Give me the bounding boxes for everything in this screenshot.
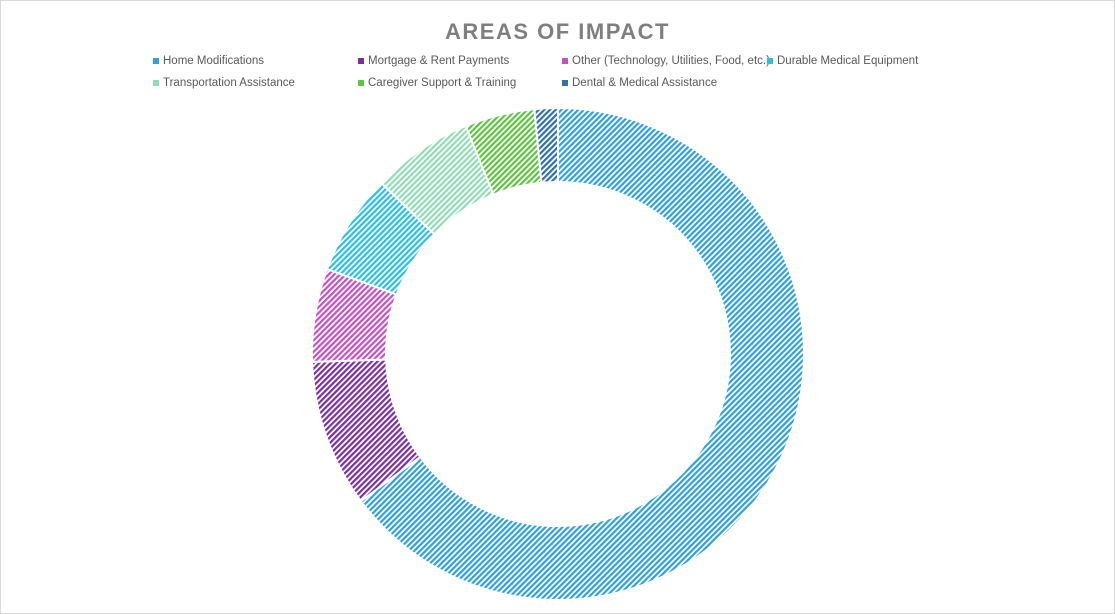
legend-label: Durable Medical Equipment: [777, 55, 919, 67]
legend-item: Durable Medical Equipment: [767, 53, 937, 69]
legend-swatch: [358, 80, 364, 86]
legend-item: Caregiver Support & Training: [358, 75, 562, 91]
donut-slice: [533, 106, 559, 184]
legend-item: Other (Technology, Utilities, Food, etc.…: [562, 53, 770, 69]
legend-swatch: [153, 80, 159, 86]
legend-label: Caregiver Support & Training: [368, 77, 517, 89]
legend-item: Mortgage & Rent Payments: [358, 53, 562, 69]
legend-item: Transportation Assistance: [153, 75, 358, 91]
legend-item: Dental & Medical Assistance: [562, 75, 767, 91]
legend-swatch: [153, 58, 159, 64]
legend-swatch: [562, 80, 568, 86]
legend-label: Other (Technology, Utilities, Food, etc.…: [572, 55, 770, 67]
legend-swatch: [358, 58, 364, 64]
donut-slice: [359, 106, 805, 601]
chart-title: AREAS OF IMPACT: [445, 19, 670, 44]
legend-label: Dental & Medical Assistance: [572, 77, 718, 89]
legend-swatch: [767, 58, 773, 64]
legend-swatch: [562, 58, 568, 64]
legend-item: Home Modifications: [153, 53, 358, 69]
legend-label: Transportation Assistance: [163, 77, 295, 89]
legend: Home Modifications Mortgage & Rent Paymen…: [153, 53, 943, 91]
legend-label: Mortgage & Rent Payments: [368, 55, 510, 67]
legend-label: Home Modifications: [163, 55, 264, 67]
